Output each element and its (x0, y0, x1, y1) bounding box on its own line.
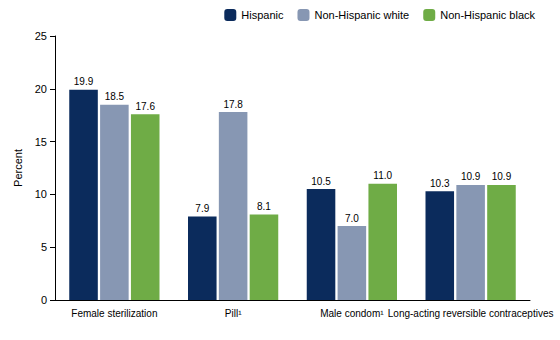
svg-text:Male condom¹: Male condom¹ (320, 308, 384, 319)
svg-text:18.5: 18.5 (105, 91, 125, 102)
svg-text:Female sterilization: Female sterilization (71, 308, 157, 319)
svg-text:10: 10 (35, 188, 47, 200)
svg-text:7.9: 7.9 (195, 203, 209, 214)
svg-text:Non-Hispanic black: Non-Hispanic black (440, 9, 535, 21)
svg-text:Long-acting reversible contrac: Long-acting reversible contraceptives (388, 308, 554, 319)
svg-text:10.5: 10.5 (311, 176, 331, 187)
svg-text:17.6: 17.6 (135, 101, 155, 112)
svg-text:10.3: 10.3 (430, 178, 450, 189)
svg-text:7.0: 7.0 (345, 213, 359, 224)
svg-text:17.8: 17.8 (223, 99, 243, 110)
svg-text:11.0: 11.0 (373, 170, 392, 181)
svg-text:19.9: 19.9 (74, 76, 94, 87)
svg-text:20: 20 (35, 83, 47, 95)
svg-text:Non-Hispanic white: Non-Hispanic white (314, 9, 409, 21)
svg-text:15: 15 (35, 136, 47, 148)
svg-text:Pill¹: Pill¹ (225, 308, 242, 319)
svg-text:10.9: 10.9 (461, 171, 481, 182)
svg-text:Hispanic: Hispanic (241, 9, 284, 21)
svg-text:5: 5 (41, 241, 47, 253)
svg-text:25: 25 (35, 30, 47, 42)
svg-text:10.9: 10.9 (492, 171, 512, 182)
svg-text:0: 0 (41, 294, 47, 306)
svg-text:8.1: 8.1 (257, 201, 271, 212)
svg-text:Percent: Percent (12, 149, 24, 187)
